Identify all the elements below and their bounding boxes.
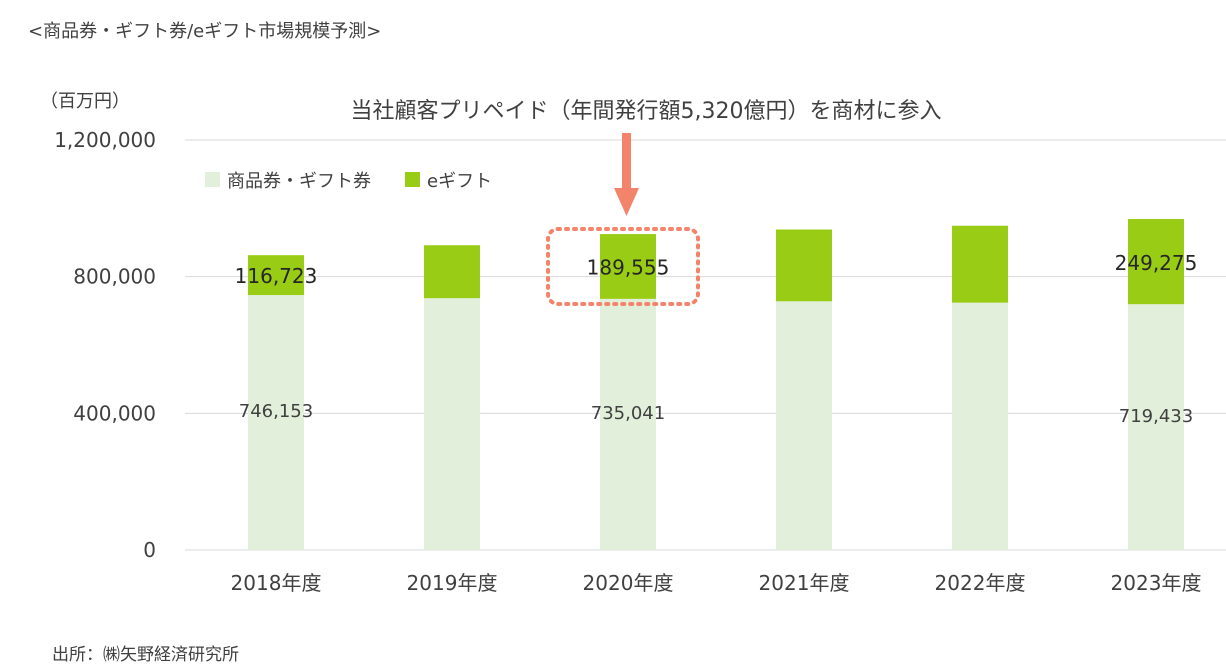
y-tick-label: 400,000 <box>73 401 156 425</box>
data-label: 189,555 <box>587 255 670 279</box>
y-tick-label: 0 <box>143 538 156 562</box>
x-axis-ticks: 2018年度 2019年度 2020年度 2021年度 2022年度 2023年度 <box>231 571 1202 595</box>
x-tick-label: 2023年度 <box>1111 571 1202 595</box>
bar-gift-voucher <box>776 301 832 550</box>
bars <box>248 219 1184 550</box>
source-note: 出所：㈱矢野経済研究所 <box>52 645 239 665</box>
highlight-box <box>546 227 700 306</box>
y-tick-label: 800,000 <box>73 265 156 289</box>
y-tick-label: 1,200,000 <box>54 128 156 152</box>
bar-egift <box>1128 219 1184 305</box>
data-label: 116,723 <box>235 264 318 288</box>
legend-label: 商品券・ギフト券 <box>227 171 371 192</box>
bar-gift-voucher <box>248 295 304 550</box>
page-title: <商品券・ギフト券/eギフト市場規模予測> <box>28 21 381 42</box>
legend: 商品券・ギフト券 eギフト <box>205 171 492 192</box>
data-label: 735,041 <box>591 403 665 424</box>
x-tick-label: 2019年度 <box>407 571 498 595</box>
data-label: 719,433 <box>1119 406 1193 427</box>
bar-egift <box>600 234 656 299</box>
bar-egift <box>776 229 832 302</box>
legend-swatch <box>205 172 220 187</box>
x-tick-label: 2022年度 <box>935 571 1026 595</box>
data-labels: 746,153 116,723 735,041 189,555 719,433 249,2… <box>235 251 1198 427</box>
bar-gift-voucher <box>600 298 656 550</box>
x-tick-label: 2020年度 <box>583 571 674 595</box>
data-label: 746,153 <box>239 401 313 422</box>
x-tick-label: 2021年度 <box>759 571 850 595</box>
gridlines <box>185 139 1226 551</box>
data-label: 249,275 <box>1115 251 1198 275</box>
bar-egift <box>952 225 1008 303</box>
callout-arrow <box>614 133 639 216</box>
y-axis-ticks: 0 400,000 800,000 1,200,000 <box>54 128 156 562</box>
callout-text: 当社顧客プリペイド（年間発行額5,320億円）を商材に参入 <box>351 99 942 124</box>
legend-swatch <box>405 172 420 187</box>
bar-gift-voucher <box>1128 304 1184 550</box>
bar-egift <box>424 245 480 299</box>
bar-egift <box>248 255 304 296</box>
y-axis-unit: （百万円） <box>40 91 130 112</box>
x-tick-label: 2018年度 <box>231 571 322 595</box>
bar-gift-voucher <box>952 302 1008 550</box>
bar-gift-voucher <box>424 298 480 550</box>
legend-label: eギフト <box>427 171 492 192</box>
